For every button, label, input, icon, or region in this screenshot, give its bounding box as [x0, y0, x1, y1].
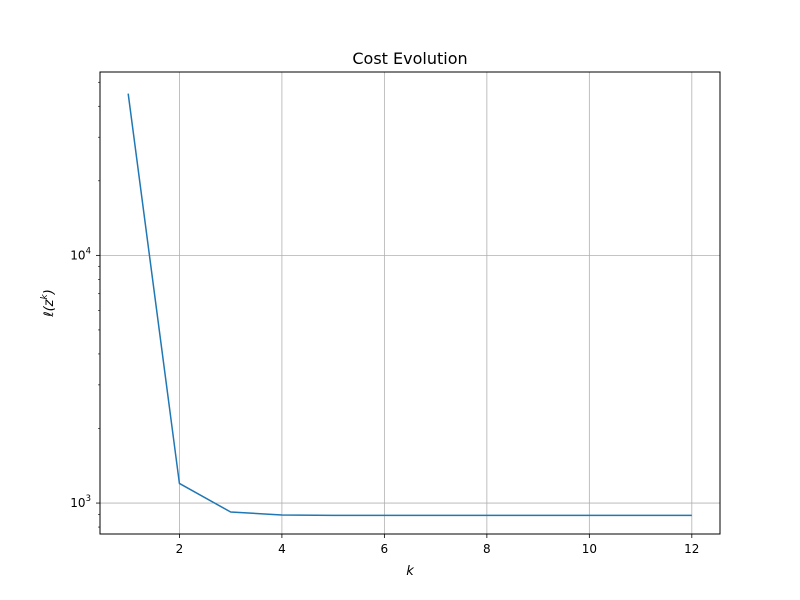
x-tick-label: 8 [483, 542, 491, 556]
series-layer [127, 93, 692, 517]
x-tick-label: 6 [381, 542, 389, 556]
x-tick-label: 10 [582, 542, 597, 556]
y-tick-label: 104 [70, 246, 91, 262]
x-tick-label: 2 [176, 542, 184, 556]
chart-title: Cost Evolution [352, 49, 467, 68]
x-tick-label: 12 [684, 542, 699, 556]
y-tick-label: 103 [70, 494, 91, 510]
x-axis-label: k [406, 564, 414, 579]
grid [100, 72, 720, 534]
x-tick-label: 4 [278, 542, 286, 556]
plot-frame [99, 71, 721, 535]
y-axis-label: ℓ(zk) [40, 289, 57, 318]
axis-ticks: 2 4 6 8 10 12 103 104 [70, 81, 699, 556]
series-line [127, 93, 692, 517]
